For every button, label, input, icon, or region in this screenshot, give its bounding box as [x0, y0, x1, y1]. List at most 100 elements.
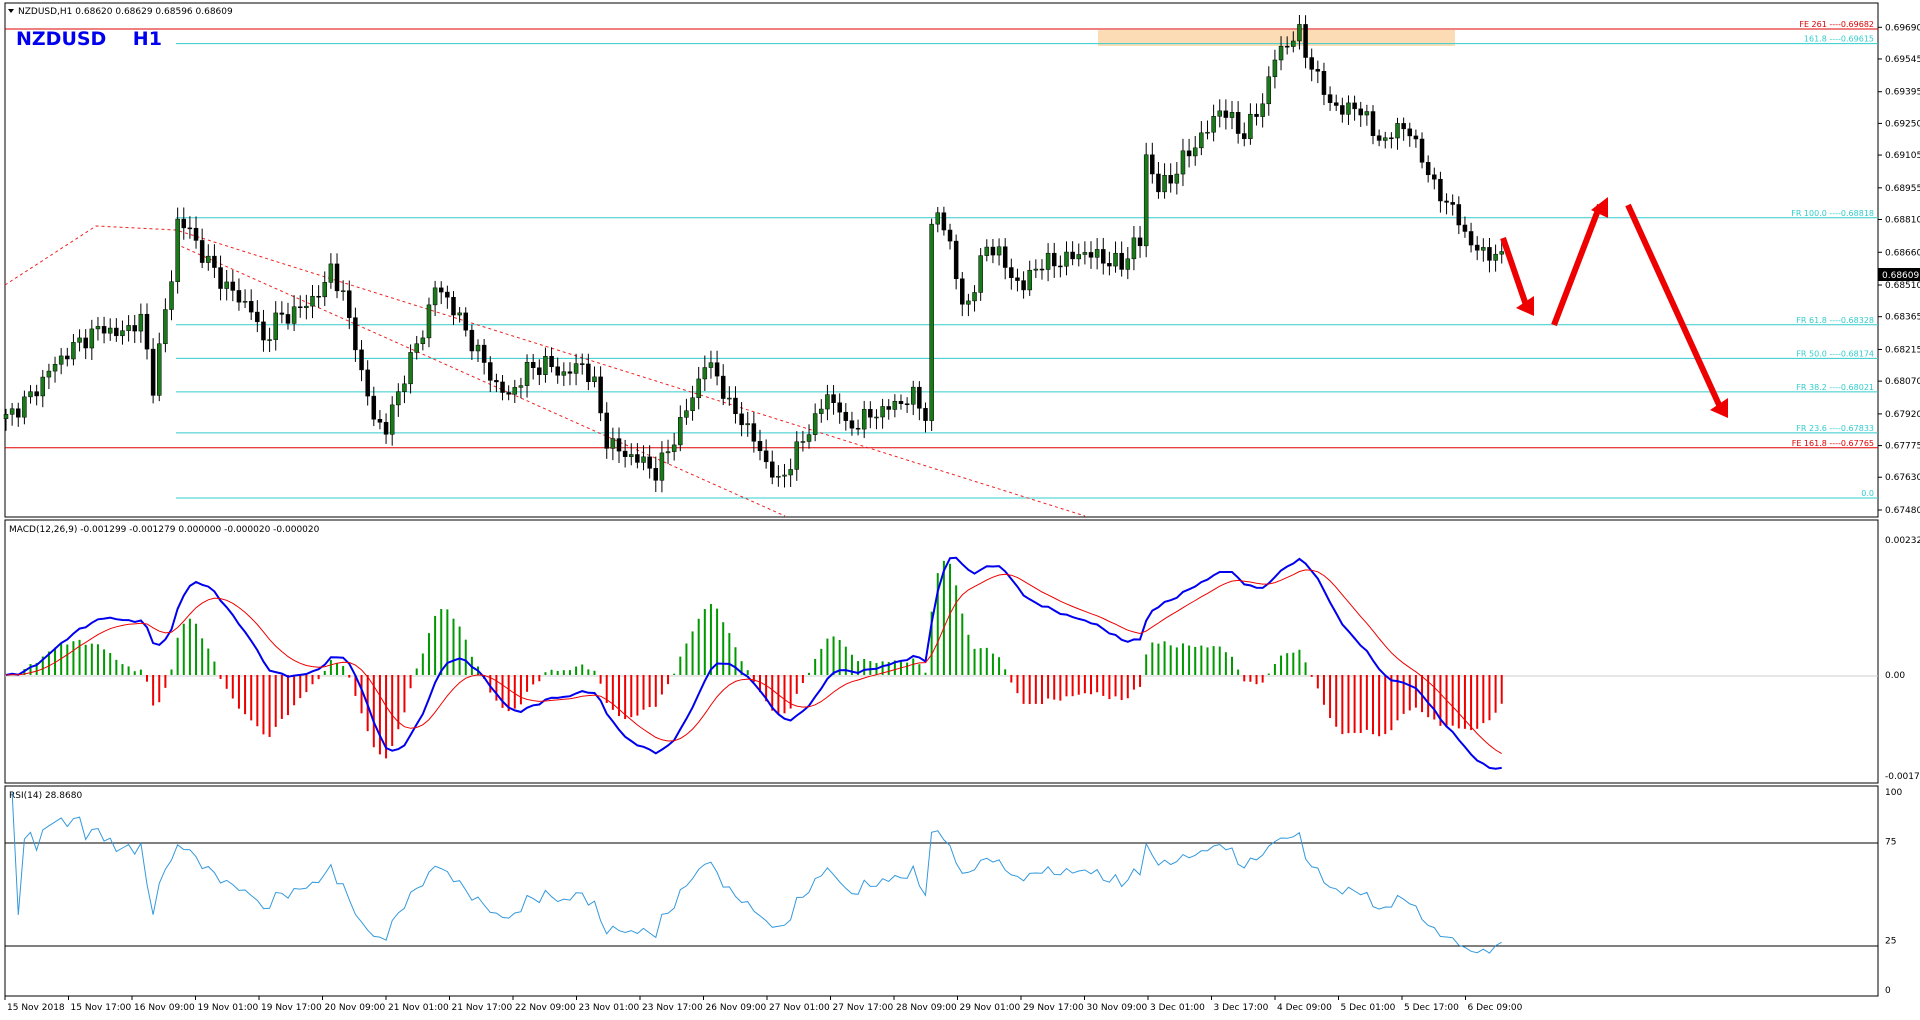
candle-body	[720, 375, 726, 399]
candle-body	[481, 344, 487, 363]
symbol-title: NZDUSD H1	[16, 28, 162, 50]
candle-body	[230, 281, 236, 291]
candle-body	[855, 427, 861, 430]
time-tick-label: 28 Nov 09:00	[896, 1003, 957, 1013]
candle-body	[978, 255, 983, 293]
candle-body	[22, 396, 27, 418]
candle-body	[776, 475, 781, 478]
candle-body	[1229, 112, 1235, 118]
candle-body	[806, 434, 812, 442]
candle-body	[1217, 110, 1222, 117]
candle-body	[1021, 280, 1026, 291]
price-panel	[4, 2, 1879, 518]
candle-body	[475, 344, 481, 352]
macd-title: MACD(12,26,9) -0.001299 -0.001279 0.0000…	[9, 525, 320, 535]
candle-body	[549, 356, 554, 368]
candle-body	[696, 378, 701, 399]
candle-body	[610, 438, 616, 449]
candle-body	[1438, 178, 1443, 202]
candle-body	[242, 301, 248, 303]
candle-body	[1180, 150, 1186, 175]
candle-body	[1315, 69, 1321, 72]
price-tick-label: 0.68955	[1885, 184, 1920, 194]
candle-body	[199, 240, 205, 263]
time-tick-label: 4 Dec 09:00	[1277, 1003, 1332, 1013]
candle-body	[506, 392, 511, 395]
fib-level-label: FR 50.0 ----0.68174	[1796, 349, 1874, 358]
candle-body	[420, 337, 426, 344]
candle-body	[604, 412, 609, 449]
candle-body	[622, 450, 628, 457]
candle-body	[1009, 267, 1014, 279]
time-tick-label: 16 Nov 09:00	[134, 1003, 195, 1013]
time-tick-label: 5 Dec 17:00	[1404, 1003, 1459, 1013]
time-tick-label: 29 Nov 01:00	[960, 1003, 1021, 1013]
candle-body	[739, 413, 744, 426]
candle-body	[678, 417, 683, 446]
candle-body	[708, 362, 714, 368]
price-tick-label: 0.67775	[1885, 442, 1920, 452]
candle-body	[800, 441, 806, 443]
candle-body	[169, 281, 174, 310]
candle-body	[702, 367, 708, 380]
candle-body	[960, 278, 965, 305]
candle-body	[187, 227, 193, 230]
time-tick-label: 3 Dec 17:00	[1214, 1003, 1269, 1013]
candle-body	[904, 403, 910, 405]
candle-body	[58, 355, 64, 365]
time-tick-label: 23 Nov 17:00	[642, 1003, 703, 1013]
candle-body	[304, 305, 309, 309]
candle-body	[279, 312, 285, 315]
candle-body	[917, 386, 922, 409]
candle-body	[1254, 113, 1259, 117]
candle-body	[1101, 249, 1106, 264]
candle-body	[518, 385, 524, 388]
candle-body	[77, 337, 82, 343]
price-header: NZDUSD,H1 0.68620 0.68629 0.68596 0.6860…	[18, 7, 233, 17]
candle-body	[175, 218, 180, 282]
price-tick-label: 0.69545	[1885, 55, 1920, 65]
candle-body	[1192, 147, 1198, 157]
price-tick-label: 0.69105	[1885, 151, 1920, 161]
candle-body	[3, 414, 9, 419]
candle-body	[1058, 265, 1063, 268]
candle-body	[647, 456, 652, 469]
candle-body	[1291, 40, 1296, 47]
price-axis: 0.69690 0.69545 0.69395 0.69250 0.69105 0.689…	[1878, 23, 1920, 516]
candle-body	[1223, 110, 1229, 118]
candle-body	[1113, 252, 1118, 267]
candle-body	[543, 356, 548, 375]
time-tick-label: 27 Nov 01:00	[769, 1003, 830, 1013]
candle-body	[1340, 105, 1345, 115]
macd-tick-label: 0.00	[1885, 671, 1905, 681]
candle-body	[1174, 173, 1180, 184]
candle-body	[1383, 137, 1388, 141]
candle-body	[1131, 237, 1137, 260]
rsi-tick-label: 25	[1885, 937, 1896, 947]
candle-body	[1456, 204, 1462, 226]
candle-body	[567, 371, 573, 374]
candle-body	[1162, 175, 1167, 193]
candle-body	[218, 267, 223, 289]
candle-body	[537, 367, 542, 375]
dropdown-arrow-icon[interactable]	[8, 9, 14, 13]
candle-body	[1407, 128, 1413, 137]
macd-tick-label: 0.002321	[1885, 536, 1920, 546]
candle-body	[898, 401, 904, 404]
candle-body	[1088, 252, 1094, 258]
candle-body	[512, 387, 518, 395]
price-tick-label: 0.68070	[1885, 377, 1920, 387]
candle-body	[1094, 249, 1100, 258]
candle-body	[402, 383, 407, 392]
candle-body	[1468, 231, 1474, 246]
candle-body	[586, 363, 591, 382]
candle-body	[788, 469, 793, 476]
candle-body	[16, 408, 21, 418]
candle-body	[1039, 268, 1045, 271]
candle-body	[886, 406, 891, 410]
candle-body	[641, 456, 646, 463]
candle-body	[837, 402, 842, 413]
candle-body	[770, 461, 775, 478]
candle-body	[849, 420, 855, 429]
